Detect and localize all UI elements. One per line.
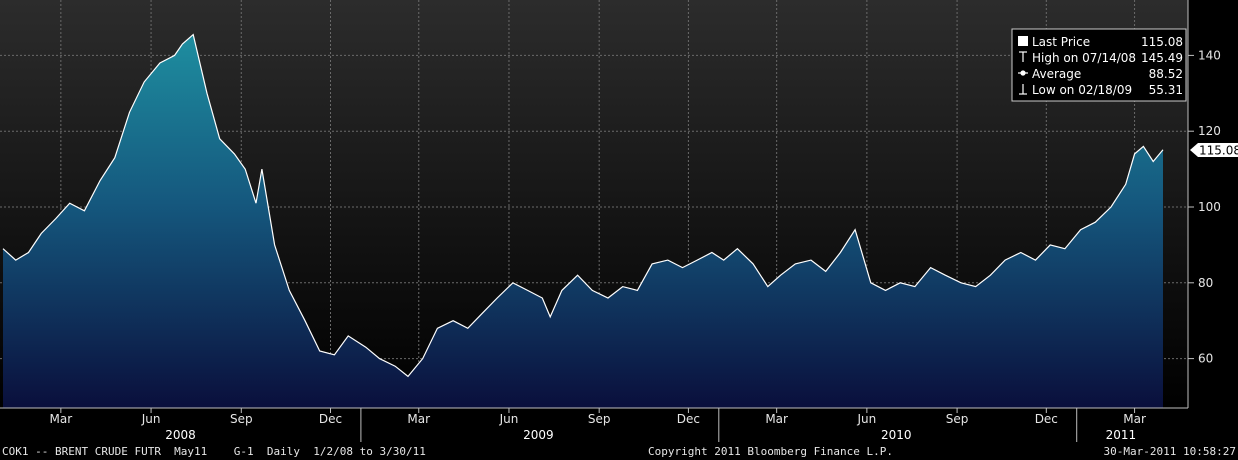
legend-value-last: 115.08 <box>1141 35 1183 49</box>
year-label: 2011 <box>1106 428 1137 442</box>
y-tick-label: 60 <box>1198 352 1213 366</box>
year-labels: 2008 2009 2010 2011 <box>165 428 1136 442</box>
low-marker-icon <box>1019 84 1027 95</box>
average-marker-icon <box>1018 70 1028 76</box>
x-tick-label: Mar <box>50 412 73 426</box>
x-tick-label: Mar <box>765 412 788 426</box>
x-tick-label: Jun <box>856 412 876 426</box>
year-label: 2008 <box>165 428 196 442</box>
x-tick-label: Sep <box>230 412 253 426</box>
footer-copyright: Copyright 2011 Bloomberg Finance L.P. <box>648 445 893 458</box>
legend-label-last: Last Price <box>1032 35 1090 49</box>
y-axis-ticks: 60 80 100 120 140 <box>1188 48 1221 366</box>
legend-value-average: 88.52 <box>1149 67 1183 81</box>
x-tick-label: Mar <box>407 412 430 426</box>
x-tick-label: Jun <box>499 412 519 426</box>
last-price-square-icon <box>1018 36 1028 46</box>
y-tick-label: 100 <box>1198 200 1221 214</box>
x-tick-label: Dec <box>1035 412 1058 426</box>
x-tick-label: Dec <box>677 412 700 426</box>
price-line <box>2 33 1164 378</box>
footer-security-info: COK1 -- BRENT CRUDE FUTR May11 G-1 Daily… <box>2 445 426 458</box>
x-axis-ticks: Mar Jun Sep Dec Mar Jun Sep Dec Mar Jun Sep Dec Mar <box>50 408 1146 442</box>
last-price-marker: 115.08 <box>1190 143 1238 158</box>
x-tick-label: Mar <box>1123 412 1146 426</box>
legend: Last Price 115.08 High on 07/14/08 145.4… <box>1011 28 1187 102</box>
legend-label-average: Average <box>1032 67 1081 81</box>
legend-label-low: Low on 02/18/09 <box>1032 83 1132 97</box>
price-area <box>3 34 1163 408</box>
x-tick-label: Sep <box>946 412 969 426</box>
x-tick-label: Dec <box>319 412 342 426</box>
x-tick-label: Jun <box>141 412 161 426</box>
footer-timestamp: 30-Mar-2011 10:58:27 <box>1104 445 1236 458</box>
year-label: 2009 <box>523 428 554 442</box>
legend-value-high: 145.49 <box>1141 51 1183 65</box>
last-price-value: 115.08 <box>1199 144 1238 158</box>
x-tick-label: Sep <box>588 412 611 426</box>
legend-value-low: 55.31 <box>1149 83 1183 97</box>
y-tick-label: 80 <box>1198 276 1213 290</box>
high-marker-icon <box>1019 51 1027 62</box>
legend-label-high: High on 07/14/08 <box>1032 51 1136 65</box>
y-tick-label: 140 <box>1198 48 1221 62</box>
y-tick-label: 120 <box>1198 124 1221 138</box>
year-label: 2010 <box>881 428 912 442</box>
